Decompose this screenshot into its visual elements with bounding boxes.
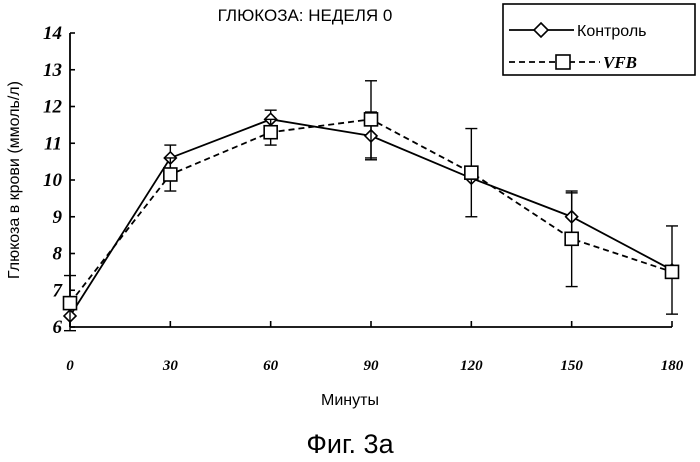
x-tick-label: 180: [661, 358, 684, 374]
series-vfb: [64, 81, 679, 331]
legend-marker-vfb: [556, 55, 570, 69]
x-tick-labels: 0 30 60 90 120 150 180: [66, 358, 684, 374]
data-point: [565, 232, 578, 245]
plot-area: [64, 33, 679, 331]
y-tick-label: 13: [43, 60, 62, 81]
y-tick-label: 8: [53, 244, 63, 265]
x-tick-label: 30: [162, 358, 179, 374]
legend-label-control: Контроль: [577, 23, 647, 40]
data-point: [365, 113, 378, 126]
y-tick-label: 12: [43, 97, 63, 118]
x-tick-label: 0: [66, 358, 74, 374]
x-axis-label: Минуты: [321, 392, 379, 409]
y-tick-label: 6: [53, 317, 63, 338]
data-point: [666, 265, 679, 278]
y-tick-label: 10: [43, 170, 63, 191]
data-point: [465, 166, 478, 179]
data-point: [264, 126, 277, 139]
figure-caption: Фиг. 3а: [306, 429, 394, 459]
y-tick-label: 14: [43, 23, 62, 44]
y-tick-label: 9: [53, 207, 63, 228]
y-tick-labels: 6 7 8 9 10 11 12 13 14: [43, 23, 64, 338]
x-tick-label: 120: [460, 358, 483, 374]
x-tick-label: 60: [263, 358, 279, 374]
x-tick-label: 150: [560, 358, 583, 374]
legend: Контроль VFB: [503, 4, 695, 75]
y-tick-label: 11: [44, 133, 62, 154]
data-point: [164, 168, 177, 181]
chart-title: ГЛЮКОЗА: НЕДЕЛЯ 0: [218, 6, 393, 25]
x-tick-label: 90: [364, 358, 380, 374]
y-axis-label: Глюкоза в крови (ммоль/л): [6, 81, 23, 279]
y-tick-label: 7: [53, 280, 64, 301]
legend-label-vfb: VFB: [603, 53, 637, 72]
data-point: [64, 297, 77, 310]
